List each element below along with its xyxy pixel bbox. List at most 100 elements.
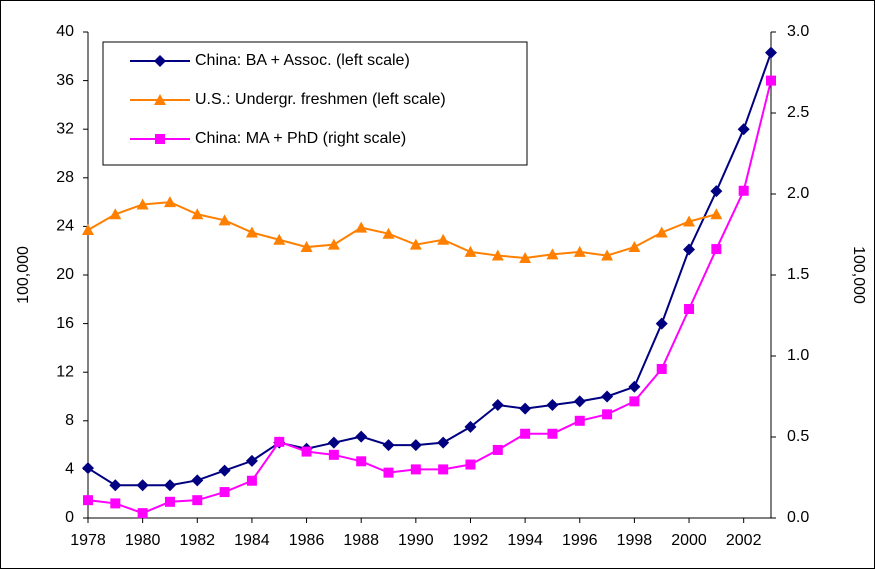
marker (110, 498, 121, 509)
x-tick-label: 1984 (234, 532, 270, 549)
marker (218, 464, 231, 477)
marker (410, 464, 421, 475)
marker (438, 464, 449, 475)
marker (245, 226, 258, 238)
marker (491, 399, 504, 412)
y2-tick-label: 0.0 (787, 509, 809, 526)
marker (109, 208, 122, 220)
marker (382, 227, 395, 239)
marker (191, 208, 204, 220)
marker (601, 390, 614, 403)
y2-axis-label: 100,000 (850, 246, 867, 304)
marker (738, 185, 749, 196)
marker (154, 94, 166, 105)
marker (766, 75, 776, 86)
y-tick-label: 4 (65, 461, 74, 478)
marker (628, 241, 641, 253)
marker (737, 123, 750, 136)
marker (710, 185, 723, 198)
marker (218, 214, 231, 226)
y-tick-label: 16 (56, 315, 74, 332)
legend-label: China: BA + Assoc. (left scale) (195, 52, 410, 69)
y-tick-label: 28 (56, 169, 74, 186)
marker (573, 245, 586, 257)
marker (437, 436, 450, 449)
marker (245, 454, 258, 467)
x-tick-label: 1990 (398, 532, 434, 549)
marker (164, 496, 175, 507)
marker (683, 215, 696, 227)
y2-tick-label: 2.0 (787, 185, 809, 202)
marker (327, 436, 340, 449)
marker (273, 233, 286, 245)
marker (382, 439, 395, 452)
marker (300, 241, 313, 253)
y-tick-label: 40 (56, 23, 74, 40)
marker (219, 487, 230, 498)
x-tick-label: 1982 (179, 532, 215, 549)
y2-tick-label: 1.5 (787, 266, 809, 283)
marker (83, 495, 93, 506)
y-tick-label: 24 (56, 218, 74, 235)
marker (137, 508, 148, 519)
x-tick-label: 1988 (343, 532, 379, 549)
y-axis-label: 100,000 (15, 246, 32, 304)
marker (464, 245, 477, 257)
y-tick-label: 36 (56, 72, 74, 89)
marker (356, 456, 367, 467)
marker (191, 474, 204, 487)
marker (491, 249, 504, 261)
marker (355, 221, 368, 233)
marker (328, 449, 339, 460)
x-tick-label: 2000 (671, 532, 707, 549)
y2-tick-label: 3.0 (787, 23, 809, 40)
marker (629, 396, 640, 407)
legend-box (102, 41, 528, 166)
marker (163, 196, 176, 208)
marker (82, 462, 94, 475)
marker (409, 439, 422, 452)
x-tick-label: 1996 (562, 532, 598, 549)
marker (409, 238, 422, 250)
marker (136, 198, 149, 210)
marker (655, 317, 668, 330)
marker (520, 428, 531, 439)
marker (655, 226, 668, 238)
marker (192, 495, 203, 506)
y2-tick-label: 0.5 (787, 428, 809, 445)
x-tick-label: 1978 (70, 532, 106, 549)
x-tick-label: 1994 (507, 532, 543, 549)
marker (274, 436, 285, 447)
marker (327, 238, 340, 250)
marker (465, 459, 476, 470)
series-line (87, 201, 717, 259)
y2-tick-label: 2.5 (787, 104, 809, 121)
x-tick-label: 1986 (289, 532, 325, 549)
marker (246, 475, 257, 486)
y2-tick-label: 1.0 (787, 347, 809, 364)
marker (684, 304, 695, 315)
marker (136, 479, 149, 492)
y-tick-label: 8 (65, 412, 74, 429)
y-tick-label: 0 (65, 509, 74, 526)
marker (154, 55, 166, 67)
y-tick-label: 12 (56, 363, 74, 380)
marker (383, 467, 394, 478)
marker (437, 233, 450, 245)
y-tick-label: 32 (56, 120, 74, 137)
marker (82, 224, 94, 236)
y-tick-label: 20 (56, 266, 74, 283)
marker (355, 430, 368, 443)
marker (546, 248, 559, 260)
x-tick-label: 1980 (125, 532, 161, 549)
marker (301, 446, 312, 457)
marker (710, 208, 723, 220)
x-tick-label: 2002 (726, 532, 762, 549)
marker (711, 244, 722, 255)
marker (546, 399, 559, 412)
series-line (87, 52, 772, 487)
marker (602, 409, 613, 420)
marker (492, 444, 503, 455)
marker (155, 134, 165, 144)
marker (601, 249, 614, 261)
